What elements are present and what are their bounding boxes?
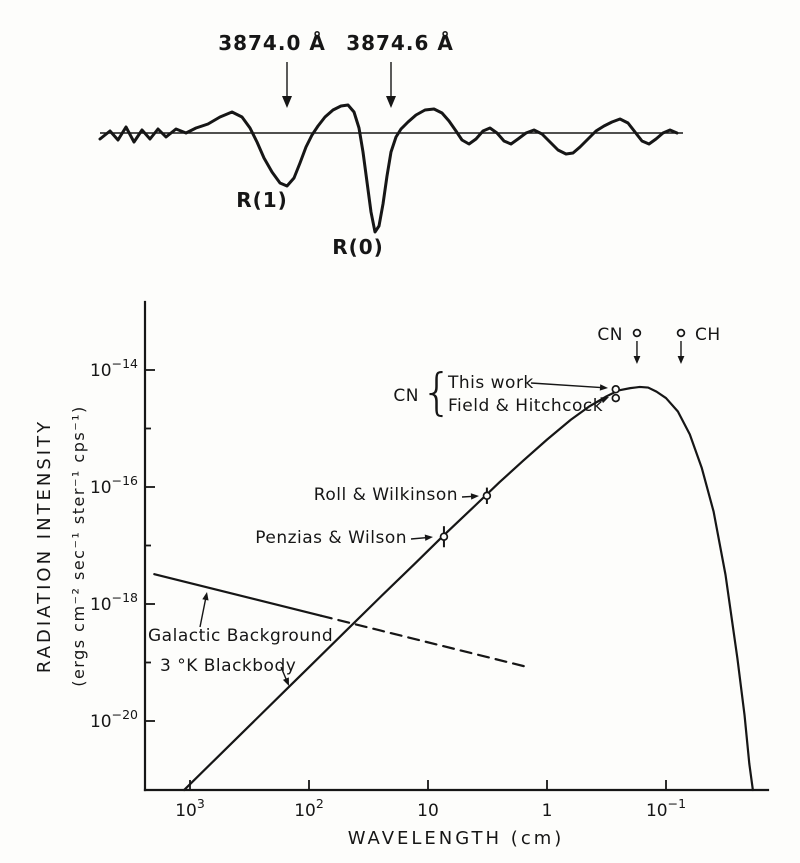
x-tick-label: 102 xyxy=(294,796,324,821)
ch-upper-limit-label: CH xyxy=(695,325,721,345)
spectrum-trace xyxy=(98,103,679,234)
chart-labels: WAVELENGTH (cm) RADIATION INTENSITY (erg… xyxy=(34,325,721,849)
blackbody-curve xyxy=(182,385,754,792)
measurement-point xyxy=(482,491,492,501)
upper-limit-arrow-head xyxy=(677,356,685,364)
upper-limit-circle xyxy=(676,328,686,338)
x-axis-title: WAVELENGTH (cm) xyxy=(348,828,565,849)
measurement-point xyxy=(611,385,621,394)
wavelength-label-3874-0: 3874.0 Å xyxy=(218,31,326,55)
this-work-pointer-head xyxy=(599,384,608,391)
this-work-pointer xyxy=(530,382,606,389)
blackbody-label: 3 °K Blackbody xyxy=(160,656,296,676)
x-tick-label: 10 xyxy=(417,801,439,821)
y-tick-label: 10−18 xyxy=(90,590,138,615)
upper-limit-circle xyxy=(632,328,642,338)
galactic-line-dashed xyxy=(319,614,532,669)
galactic-line-solid xyxy=(153,573,322,617)
field-hitchcock-pointer-head xyxy=(600,397,609,404)
this-work-label: This work xyxy=(447,373,534,393)
wavelength-label-3874-6: 3874.6 Å xyxy=(346,31,454,55)
cn-group-label: CN xyxy=(393,386,419,406)
cn-brace: { xyxy=(421,363,453,421)
x-tick-label: 10−1 xyxy=(646,796,686,821)
roll-wilkinson-label: Roll & Wilkinson xyxy=(314,485,458,505)
measurement-point xyxy=(439,532,449,541)
penzias-pointer-head xyxy=(424,534,433,541)
wavelength-marker-arrow-1-head xyxy=(282,96,292,108)
y-tick-label: 10−20 xyxy=(90,707,138,732)
y-tick-label: 10−14 xyxy=(90,356,138,381)
upper-limit-arrow-head xyxy=(633,356,641,364)
y-axis-units: (ergs cm⁻² sec⁻¹ ster⁻¹ cps⁻¹) xyxy=(69,405,88,687)
y-tick-label: 10−16 xyxy=(90,473,138,498)
spectrum-labels: 3874.0 Å 3874.6 Å R(1) R(0) xyxy=(218,31,454,259)
x-tick-label: 103 xyxy=(175,796,205,821)
blackbody-pointer-head xyxy=(282,677,289,686)
cn-upper-limit-label: CN xyxy=(597,325,623,345)
measurement-point xyxy=(611,393,621,403)
galactic-background-label: Galactic Background xyxy=(148,626,333,646)
galactic-pointer xyxy=(199,594,208,628)
y-axis-title: RADIATION INTENSITY xyxy=(34,419,55,673)
line-label-r0: R(0) xyxy=(332,235,384,259)
penzias-wilson-label: Penzias & Wilson xyxy=(255,528,407,548)
roll-pointer-head xyxy=(470,493,479,500)
wavelength-marker-arrow-2-head xyxy=(386,96,396,108)
x-tick-label: 1 xyxy=(542,801,553,821)
line-label-r1: R(1) xyxy=(236,188,288,212)
galactic-pointer-head xyxy=(202,592,209,601)
field-hitchcock-label: Field & Hitchcock xyxy=(448,396,603,416)
cn-spectrum-panel xyxy=(98,62,683,234)
